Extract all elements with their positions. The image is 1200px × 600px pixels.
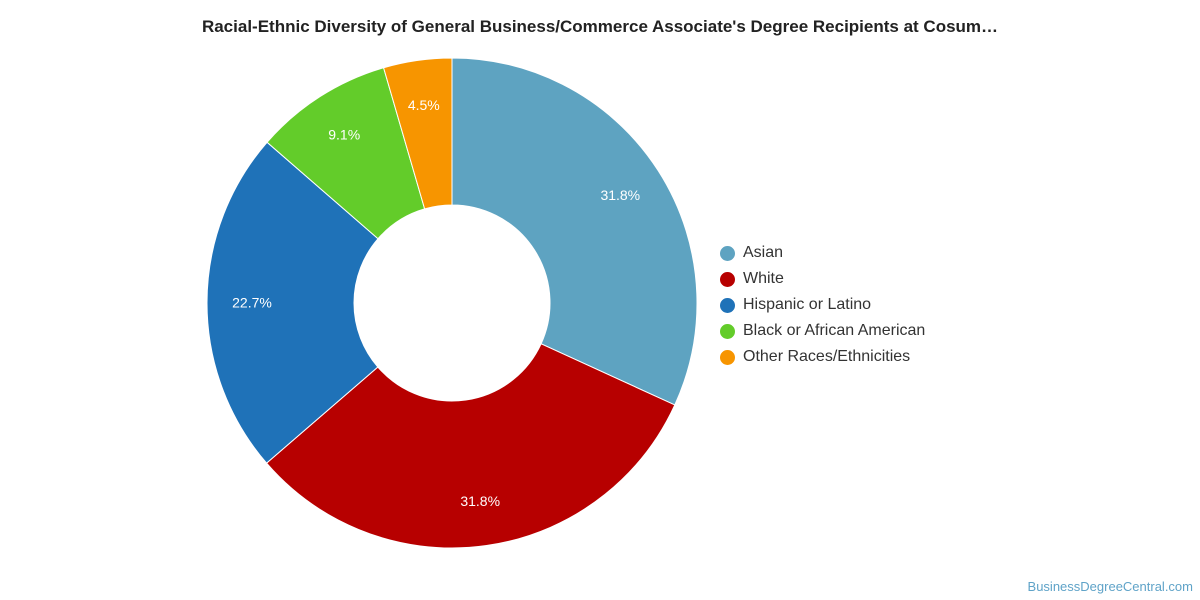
legend-swatch bbox=[720, 349, 735, 365]
slice-label: 4.5% bbox=[408, 97, 440, 113]
legend-item[interactable]: White bbox=[720, 266, 925, 292]
legend-item[interactable]: Other Races/Ethnicities bbox=[720, 344, 925, 370]
legend-swatch bbox=[720, 271, 735, 287]
legend: Asian White Hispanic or Latino Black or Afr… bbox=[720, 240, 925, 370]
source-credit: BusinessDegreeCentral.com bbox=[1027, 579, 1193, 594]
legend-label: White bbox=[743, 270, 784, 287]
slice-hispanic-or-latino[interactable] bbox=[206, 141, 379, 464]
slices-group bbox=[206, 57, 698, 549]
slice-white[interactable] bbox=[265, 343, 676, 549]
chart-title: Racial-Ethnic Diversity of General Busin… bbox=[201, 17, 999, 36]
slice-other-races-ethnicities[interactable] bbox=[382, 57, 453, 210]
slice-labels-group: 31.8% 31.8% 22.7% 9.1% 4.5% bbox=[232, 97, 640, 509]
legend-swatch bbox=[720, 245, 735, 261]
legend-item[interactable]: Asian bbox=[720, 240, 925, 266]
slice-label: 31.8% bbox=[600, 187, 640, 203]
slice-label: 22.7% bbox=[232, 295, 272, 311]
slice-label: 9.1% bbox=[328, 127, 360, 143]
legend-label: Black or African American bbox=[743, 322, 926, 339]
legend-item[interactable]: Black or African American bbox=[720, 318, 925, 344]
legend-label: Asian bbox=[743, 244, 784, 261]
legend-label: Hispanic or Latino bbox=[743, 296, 872, 313]
legend-item[interactable]: Hispanic or Latino bbox=[720, 292, 925, 318]
legend-label: Other Races/Ethnicities bbox=[743, 348, 911, 365]
slice-asian[interactable] bbox=[451, 57, 698, 406]
legend-swatch bbox=[720, 323, 735, 339]
slice-label: 31.8% bbox=[460, 493, 500, 509]
legend-swatch bbox=[720, 297, 735, 313]
